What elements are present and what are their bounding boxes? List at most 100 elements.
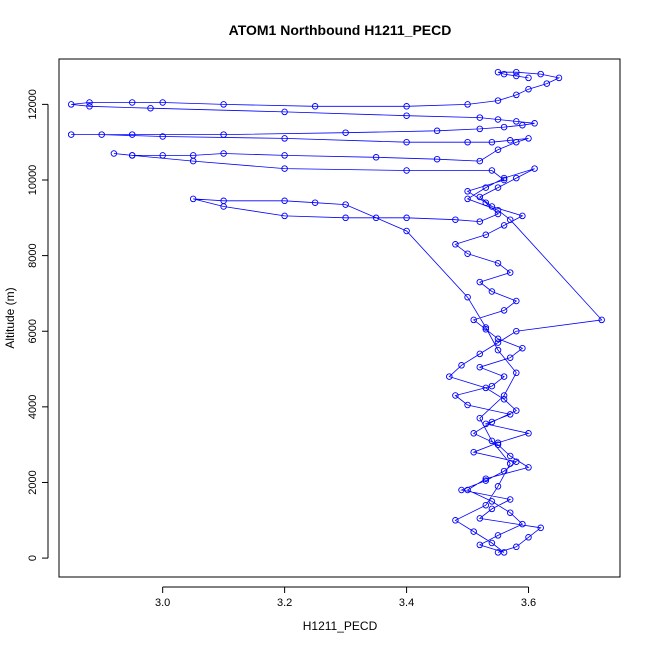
series-layer [67, 68, 605, 556]
data-point [476, 218, 484, 225]
data-point [189, 152, 197, 159]
data-point [452, 517, 459, 524]
data-point [67, 131, 75, 138]
data-point [488, 418, 496, 426]
x-tick-label: 3.0 [155, 597, 170, 609]
data-point [403, 103, 410, 110]
x-tick-label: 3.6 [521, 597, 536, 609]
data-point [525, 464, 532, 471]
data-point [494, 68, 502, 76]
data-point [519, 520, 526, 528]
data-point [482, 501, 490, 509]
chart-title: ATOM1 Northbound H1211_PECD [229, 22, 452, 38]
data-point [488, 288, 496, 295]
data-point [458, 486, 465, 494]
data-point [476, 350, 484, 358]
data-point [494, 146, 502, 153]
data-point [189, 195, 197, 203]
y-tick-label: 0 [27, 555, 39, 561]
data-point [494, 532, 502, 539]
data-point [506, 354, 514, 361]
data-point [372, 214, 380, 222]
data-point [513, 327, 520, 335]
x-tick-label: 3.4 [399, 597, 414, 609]
data-point [464, 250, 471, 257]
data-point [159, 133, 166, 140]
data-point [403, 138, 410, 146]
data-point [555, 74, 563, 82]
x-tick-label: 3.2 [277, 597, 292, 609]
data-point [86, 99, 93, 106]
x-axis-label: H1211_PECD [303, 619, 378, 633]
data-point [281, 165, 288, 172]
data-point [500, 396, 508, 403]
data-point [403, 167, 410, 174]
y-tick-label: 12000 [27, 89, 39, 120]
data-point [452, 241, 459, 248]
y-tick-label: 4000 [27, 395, 39, 419]
data-point [506, 137, 514, 144]
data-point [159, 152, 166, 159]
data-point [220, 101, 227, 108]
plot-frame [58, 58, 621, 578]
data-point [513, 458, 520, 465]
data-point [513, 369, 520, 377]
data-point [494, 483, 502, 490]
data-point [476, 363, 484, 371]
data-point [482, 420, 490, 428]
data-point [110, 150, 118, 157]
data-point [403, 227, 410, 235]
data-point [525, 135, 532, 142]
data-point [506, 411, 514, 418]
data-point [464, 101, 471, 108]
data-point [525, 430, 532, 437]
data-point [482, 184, 490, 191]
data-point [488, 138, 496, 146]
data-point [482, 231, 490, 239]
data-point [525, 85, 532, 93]
data-point [464, 188, 471, 195]
data-point [372, 154, 380, 161]
data-point [494, 97, 502, 104]
data-point [543, 80, 551, 87]
data-point [494, 339, 502, 346]
data-point [482, 384, 490, 392]
data-point [464, 293, 471, 301]
data-point [311, 199, 319, 206]
data-point [476, 541, 484, 549]
data-point [464, 486, 471, 494]
data-point [513, 174, 520, 182]
data-point [281, 152, 288, 159]
data-point [494, 116, 502, 123]
data-point [470, 430, 477, 437]
data-point [506, 269, 514, 276]
data-point [147, 104, 154, 112]
data-point [452, 216, 459, 223]
y-tick-label: 6000 [27, 319, 39, 343]
data-point [500, 467, 508, 475]
data-point [464, 401, 471, 409]
data-point [159, 99, 166, 106]
data-point [494, 335, 502, 343]
data-point [500, 373, 508, 380]
data-point [494, 184, 502, 191]
data-point [494, 439, 502, 447]
data-point [403, 112, 410, 119]
data-point [67, 101, 75, 108]
data-point [531, 165, 538, 172]
data-point [513, 138, 520, 146]
data-point [500, 70, 508, 78]
y-tick-label: 10000 [27, 165, 39, 196]
data-point [128, 99, 136, 106]
y-tick-label: 8000 [27, 243, 39, 267]
data-point [488, 437, 496, 445]
data-point [98, 131, 105, 138]
y-tick-label: 2000 [27, 470, 39, 494]
data-point [494, 210, 502, 218]
data-point [488, 382, 496, 390]
data-point [482, 475, 490, 482]
data-point [537, 524, 544, 532]
data-point [500, 123, 508, 131]
data-point [519, 121, 526, 129]
